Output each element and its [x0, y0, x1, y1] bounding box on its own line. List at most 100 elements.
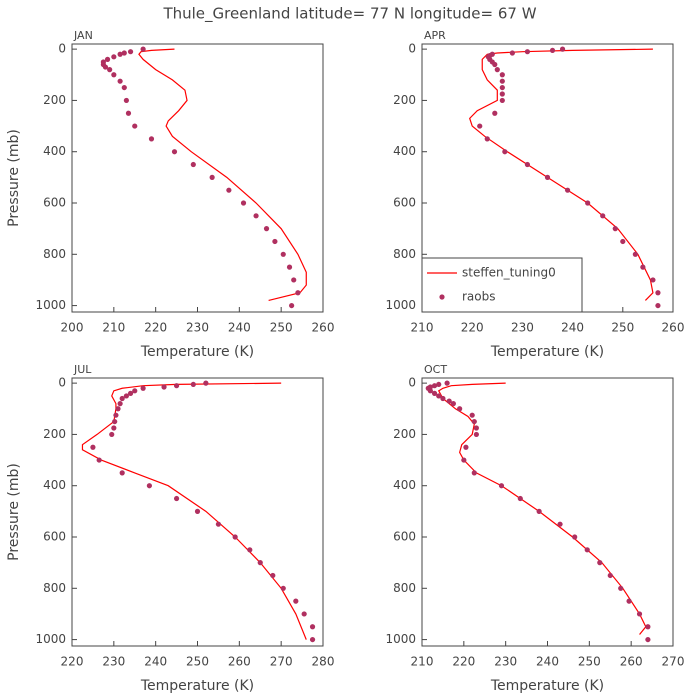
x-tick-label: 280: [312, 655, 335, 669]
data-point: [102, 64, 109, 70]
data-point: [536, 508, 542, 514]
data-point: [115, 406, 121, 412]
x-tick-label: 230: [102, 655, 125, 669]
data-point: [427, 388, 433, 394]
x-tick-label: 250: [611, 321, 634, 335]
y-tick-label: 1000: [385, 632, 416, 646]
data-point: [600, 213, 606, 219]
data-point: [502, 149, 508, 155]
data-point: [517, 495, 523, 502]
y-tick-label: 200: [393, 93, 416, 107]
data-point: [544, 174, 551, 180]
y-tick-label: 1000: [385, 298, 416, 312]
data-point: [280, 251, 286, 257]
data-point: [564, 187, 571, 193]
y-axis-label: Pressure (mb): [6, 463, 22, 561]
data-point: [140, 385, 146, 391]
y-tick-label: 600: [393, 196, 416, 210]
data-point: [650, 277, 656, 283]
panel-label: JAN: [73, 29, 93, 42]
data-point: [492, 61, 498, 68]
profile-line: [81, 382, 307, 640]
data-point: [127, 49, 134, 55]
data-point: [607, 572, 613, 579]
x-tick-label: 240: [561, 321, 584, 335]
data-point: [123, 393, 129, 399]
data-point: [524, 49, 531, 55]
x-tick-label: 250: [578, 655, 601, 669]
data-point: [190, 381, 196, 388]
data-point: [112, 418, 118, 425]
legend-marker: [439, 294, 445, 300]
data-point: [270, 572, 276, 579]
panel-label: JUL: [73, 363, 92, 376]
data-point: [293, 598, 299, 604]
legend-label: steffen_tuning0: [462, 266, 556, 280]
x-tick-label: 200: [61, 321, 84, 335]
data-point: [104, 56, 111, 62]
x-tick-label: 240: [536, 655, 559, 669]
data-point: [253, 213, 259, 219]
x-tick-label: 220: [61, 655, 84, 669]
panel-label: APR: [424, 29, 446, 42]
data-point: [171, 149, 178, 155]
x-tick-label: 250: [186, 655, 209, 669]
y-tick-label: 0: [408, 42, 416, 56]
data-point: [618, 585, 624, 591]
data-point: [111, 425, 117, 431]
data-point: [461, 457, 467, 463]
x-axis-label: Temperature (K): [490, 678, 604, 694]
data-point: [232, 534, 238, 540]
data-point: [549, 47, 556, 54]
legend-box: [421, 257, 583, 313]
data-point: [463, 444, 469, 450]
data-point: [484, 136, 490, 142]
panel-label: OCT: [424, 363, 447, 376]
data-point: [446, 398, 452, 404]
x-tick-label: 240: [228, 321, 251, 335]
y-tick-label: 400: [393, 478, 416, 492]
y-tick-label: 800: [43, 581, 66, 595]
y-tick-label: 800: [393, 247, 416, 261]
data-point: [263, 226, 270, 232]
data-point: [295, 290, 301, 296]
data-point: [111, 72, 117, 78]
data-point: [272, 238, 278, 245]
data-point: [436, 393, 442, 399]
data-point: [301, 611, 307, 617]
data-point: [173, 383, 180, 389]
x-tick-label: 220: [461, 321, 484, 335]
data-point: [492, 110, 498, 116]
panel: APR 210 220 230 240 250 260 0 200 400 600 800 1000 Te…: [385, 29, 684, 360]
x-tick-label: 210: [411, 655, 434, 669]
data-point: [132, 123, 138, 129]
data-point: [477, 123, 483, 129]
profile-line: [138, 48, 307, 302]
data-point: [655, 302, 661, 309]
data-point: [173, 495, 180, 502]
x-tick-label: 270: [270, 655, 293, 669]
data-point: [498, 483, 505, 489]
panel: JUL 220 230 240 250 260 270 280 0 200 400 600 800 100…: [6, 363, 334, 694]
data-point: [559, 46, 566, 52]
data-point: [119, 395, 125, 402]
y-tick-label: 0: [58, 376, 66, 390]
data-point: [117, 78, 123, 84]
data-point: [113, 412, 119, 418]
y-tick-label: 200: [43, 427, 66, 441]
data-point: [121, 84, 127, 91]
data-point: [125, 110, 132, 116]
data-point: [291, 277, 297, 283]
data-point: [309, 636, 316, 643]
data-point: [473, 431, 479, 438]
data-point: [148, 136, 155, 142]
data-point: [286, 264, 293, 270]
y-tick-label: 600: [393, 530, 416, 544]
data-point: [473, 425, 479, 431]
data-point: [132, 388, 138, 394]
data-point: [107, 67, 113, 73]
panel: OCT 210 220 230 240 250 260 270 0 200 400 600 800 100…: [385, 363, 684, 694]
data-point: [111, 54, 117, 60]
data-point: [509, 50, 515, 56]
